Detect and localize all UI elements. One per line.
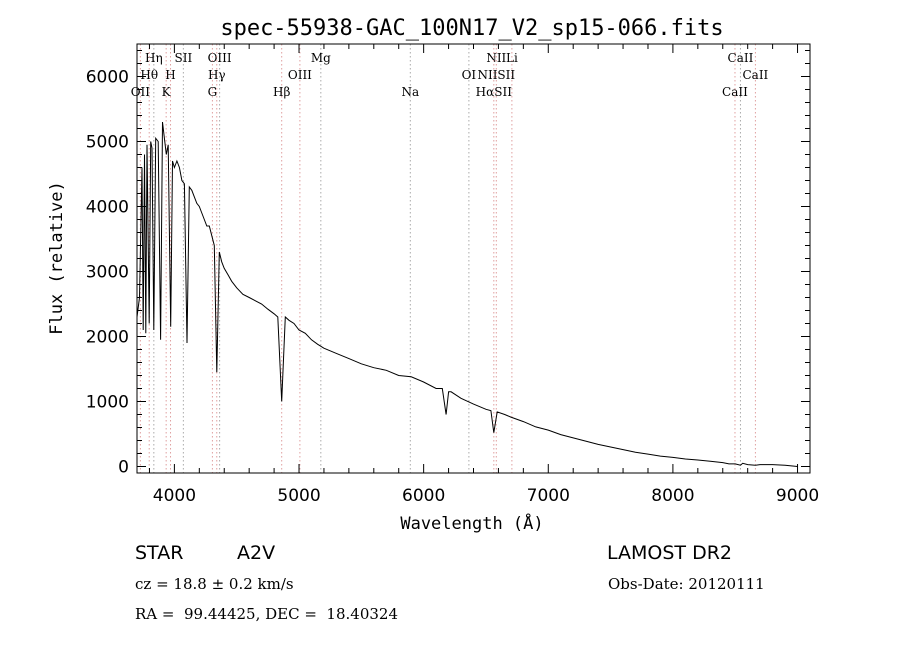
marker-label: HαSII — [476, 85, 513, 99]
x-axis-label: Wavelength (Å) — [400, 512, 543, 534]
x-tick-label: 5000 — [277, 486, 320, 506]
marker-label: OIII — [288, 68, 312, 82]
marker-label: Hη — [145, 51, 163, 65]
x-tick-label: 4000 — [153, 486, 196, 506]
y-tick-label: 4000 — [86, 198, 129, 218]
axes: 4000 5000 6000 7000 8000 9000 0 1000 2000 3000 400… — [86, 43, 819, 506]
x-tick-label: 7000 — [527, 486, 570, 506]
y-tick-label: 3000 — [86, 263, 129, 283]
marker-label: CaII — [722, 85, 748, 99]
survey-name: LAMOST DR2 — [607, 542, 732, 564]
marker-label: Hθ — [140, 68, 158, 82]
marker-label: OIII — [208, 51, 232, 65]
spectrum-series — [136, 121, 798, 467]
object-subclass: A2V — [237, 542, 276, 564]
marker-label: OII — [131, 85, 151, 99]
y-tick-label: 6000 — [86, 68, 129, 88]
coordinates: RA = 99.44425, DEC = 18.40324 — [135, 605, 399, 623]
marker-label: OI — [462, 68, 477, 82]
spectrum-line — [136, 121, 798, 467]
marker-label: Hγ — [208, 68, 226, 82]
marker-label: SII — [175, 51, 193, 65]
y-tick-label: 5000 — [86, 133, 129, 153]
chart-title: spec-55938-GAC_100N17_V2_sp15-066.fits — [220, 16, 723, 41]
y-tick-label: 2000 — [86, 328, 129, 348]
marker-label: CaII — [728, 51, 754, 65]
marker-label: Na — [401, 85, 419, 99]
marker-label: Li — [506, 51, 518, 65]
y-axis-label: Flux (relative) — [47, 181, 67, 335]
marker-label: Hβ — [273, 85, 290, 99]
x-tick-label: 6000 — [402, 486, 445, 506]
x-tick-label: 8000 — [651, 486, 694, 506]
y-tick-label: 1000 — [86, 393, 129, 413]
marker-label: NII — [486, 51, 506, 65]
object-class: STAR — [135, 542, 184, 564]
obs-date: Obs-Date: 20120111 — [608, 575, 765, 593]
marker-label: G — [208, 85, 218, 99]
marker-label: H — [165, 68, 175, 82]
marker-label: Mg — [311, 51, 331, 65]
marker-label: NIISII — [477, 68, 515, 82]
redshift-text: cz = 18.8 ± 0.2 km/s — [135, 575, 294, 593]
x-tick-label: 9000 — [776, 486, 819, 506]
y-tick-label: 0 — [118, 458, 129, 478]
marker-label: K — [162, 85, 172, 99]
plot-frame — [136, 43, 811, 474]
marker-label: CaII — [742, 68, 768, 82]
